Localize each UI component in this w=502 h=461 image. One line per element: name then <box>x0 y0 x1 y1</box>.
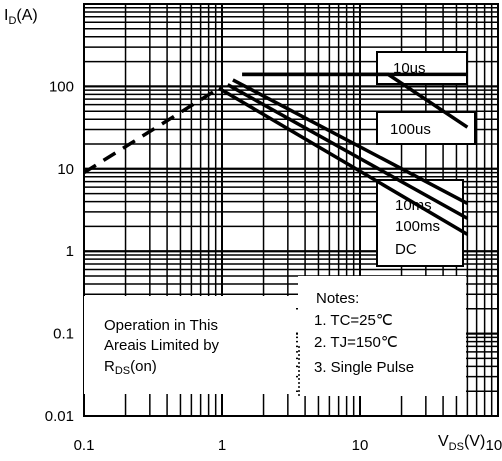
legend-100ms: 100ms <box>395 218 440 235</box>
rds-limit-line <box>83 84 223 175</box>
notes-box <box>298 276 466 396</box>
soa-curves <box>83 72 469 236</box>
plot-border <box>83 3 499 417</box>
legend-dc: DC <box>395 241 417 258</box>
series-10ms-line <box>232 78 469 205</box>
chart-labels: ID(A) VDS(V) 10us 100us 10ms 100ms DC Op… <box>4 7 485 453</box>
note-box-100us <box>376 111 476 145</box>
x-tick-label: 1 <box>218 437 226 454</box>
operation-line-2: Areais Limited by <box>104 337 220 354</box>
series-100us-line <box>242 72 469 129</box>
x-tick-label: 10 <box>352 437 369 454</box>
series-100ms-line <box>226 83 469 220</box>
x-axis-title: VDS(V) <box>438 433 485 453</box>
legend-10us: 10us <box>393 60 426 77</box>
x-tick-label: 0.1 <box>74 437 95 454</box>
legend-10ms: 10ms <box>395 197 432 214</box>
y-tick-label: 10 <box>57 161 74 178</box>
notes-title: Notes: <box>316 290 359 307</box>
operation-box <box>84 296 296 394</box>
annotation-backgrounds <box>84 51 476 396</box>
legend-100us: 100us <box>390 121 431 138</box>
y-tick-label: 0.1 <box>53 326 74 343</box>
note-2: 2. TJ=150℃ <box>314 334 398 351</box>
operation-line-1: Operation in This <box>104 317 218 334</box>
series-dc-line <box>218 86 469 236</box>
note-3: 3. Single Pulse <box>314 359 414 376</box>
x-tick-label: 100 <box>485 437 502 454</box>
y-tick-label: 1 <box>66 243 74 260</box>
operation-line-3: RDS(on) <box>104 358 157 377</box>
note-1: 1. TC=25℃ <box>314 312 393 329</box>
y-axis-title: ID(A) <box>4 7 38 27</box>
y-tick-label: 100 <box>49 78 74 95</box>
y-tick-label: 0.01 <box>45 408 74 425</box>
